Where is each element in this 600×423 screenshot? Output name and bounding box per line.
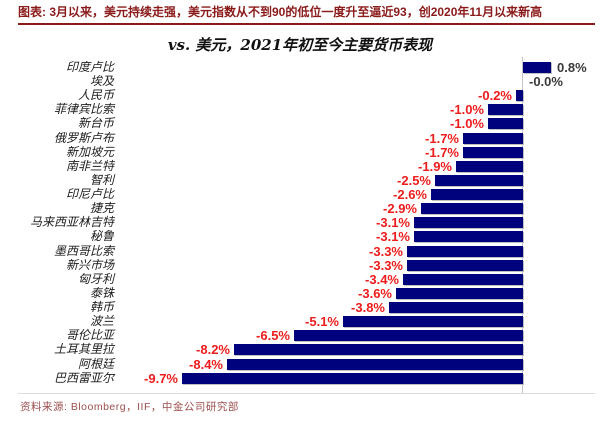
category-label: 哥伦比亚 [65, 328, 114, 343]
bar [421, 203, 523, 215]
category-label: 埃及 [89, 74, 114, 89]
category-label: 印度卢比 [65, 60, 114, 74]
bar [414, 231, 523, 243]
bar-row: 阿根廷 -8.4% [0, 356, 600, 372]
bar [414, 217, 523, 229]
category-label: 匈牙利 [77, 271, 114, 286]
bar-row: 智利 -2.5% [0, 172, 600, 188]
value-label: -1.0% [450, 116, 484, 132]
category-label: 马来西亚林吉特 [29, 215, 114, 230]
category-label: 新兴市场 [65, 257, 114, 272]
value-label: -3.8% [351, 300, 385, 316]
bar-row: 捷克 -2.9% [0, 202, 600, 215]
category-label: 秘鲁 [89, 229, 114, 244]
category-label: 波兰 [89, 314, 114, 329]
category-label: 南非兰特 [65, 158, 114, 173]
value-label: -1.0% [450, 102, 484, 118]
bar [488, 104, 523, 116]
category-label: 菲律宾比索 [53, 102, 114, 117]
bar-row: 菲律宾比索 -1.0% [0, 103, 600, 116]
chart-title: vs. 美元，2021年初至今主要货币表现 [167, 36, 433, 54]
bar-row: 南非兰特 -1.9% [0, 158, 600, 174]
category-label: 新加坡元 [65, 144, 114, 159]
bar [463, 132, 523, 144]
bar [403, 273, 523, 285]
bar-row: 马来西亚林吉特 -3.1% [0, 216, 600, 229]
value-label: -3.1% [376, 215, 410, 231]
bar [227, 358, 523, 370]
category-label: 捷克 [89, 201, 114, 216]
plot-bottom-line [18, 393, 595, 394]
bar [407, 245, 523, 257]
category-label: 巴西雷亚尔 [53, 370, 114, 385]
category-label: 土耳其里拉 [53, 342, 114, 357]
category-label: 泰铢 [89, 285, 114, 300]
bar-row: 巴西雷亚尔 -9.7% [0, 370, 600, 386]
bar [523, 62, 551, 73]
value-label: -0.0% [529, 74, 563, 90]
category-label: 俄罗斯卢布 [53, 130, 114, 145]
bar [516, 90, 523, 102]
bar-row: 人民币 -0.2% [0, 89, 600, 102]
source-note: 资料来源: Bloomberg，IIF，中金公司研究部 [20, 401, 239, 413]
value-label: -3.3% [369, 257, 403, 273]
value-label: -2.5% [397, 172, 431, 188]
value-label: -5.1% [305, 314, 339, 330]
bar-row: 土耳其里拉 -8.2% [0, 343, 600, 356]
category-label: 人民币 [77, 88, 114, 103]
bar [407, 259, 523, 271]
category-label: 阿根廷 [77, 356, 114, 371]
bar [396, 287, 523, 299]
value-label: 0.8% [557, 60, 587, 75]
bar-row: 韩币 -3.8% [0, 301, 600, 314]
bar [234, 344, 523, 356]
bar [463, 146, 523, 158]
value-label: -8.4% [189, 356, 223, 372]
bar-row: 新台币 -1.0% [0, 117, 600, 130]
bar [343, 316, 523, 328]
category-label: 韩币 [89, 300, 114, 315]
bar [389, 302, 523, 314]
bar-row: 新加坡元 -1.7% [0, 144, 600, 160]
value-label: -2.9% [383, 201, 417, 217]
value-label: -1.9% [418, 158, 452, 174]
category-label: 智利 [89, 172, 114, 187]
bar-row: 匈牙利 -3.4% [0, 271, 600, 287]
bar-row: 印尼卢比 -2.6% [0, 188, 600, 201]
bar-row: 埃及 -0.0% [0, 74, 600, 90]
value-label: -2.6% [393, 187, 427, 203]
bar-row: 俄罗斯卢布 -1.7% [0, 130, 600, 146]
value-label: -9.7% [144, 370, 178, 386]
bar-row: 新兴市场 -3.3% [0, 257, 600, 273]
value-label: -6.5% [256, 328, 290, 344]
bar-row: 墨西哥比索 -3.3% [0, 243, 600, 259]
bar-row: 泰铢 -3.6% [0, 285, 600, 301]
category-label: 墨西哥比索 [53, 243, 114, 258]
value-label: -3.3% [369, 243, 403, 259]
bar-row: 秘鲁 -3.1% [0, 230, 600, 243]
value-label: -1.7% [425, 130, 459, 146]
bar-row: 印度卢比 0.8% [0, 60, 600, 75]
bar [435, 174, 523, 186]
value-label: -3.1% [376, 229, 410, 245]
value-label: -1.7% [425, 144, 459, 160]
bar [488, 118, 523, 130]
value-label: -3.6% [358, 285, 392, 301]
bar-row: 波兰 -5.1% [0, 315, 600, 328]
category-label: 新台币 [77, 116, 114, 131]
value-label: -0.2% [478, 88, 512, 104]
value-label: -3.4% [365, 271, 399, 287]
bar [431, 189, 523, 201]
bar [294, 330, 523, 342]
value-label: -8.2% [196, 342, 230, 358]
category-label: 印尼卢比 [65, 187, 114, 202]
bar [182, 372, 523, 384]
figure-caption: 图表: 3月以来，美元持续走强，美元指数从不到90的低位一度升至逼近93，创20… [18, 4, 595, 25]
bar-row: 哥伦比亚 -6.5% [0, 329, 600, 342]
bar [456, 160, 523, 172]
